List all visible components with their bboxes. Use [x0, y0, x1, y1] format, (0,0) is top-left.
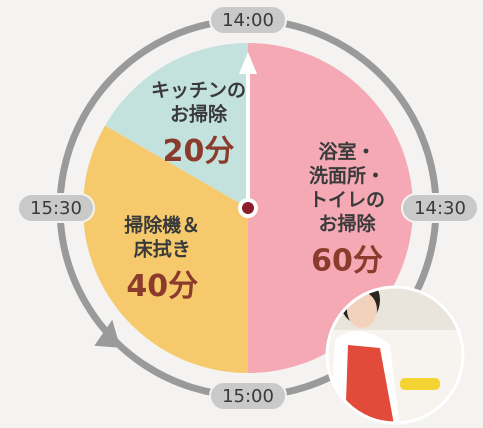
value-label: 20分	[163, 134, 235, 169]
clock-label: 14:30	[414, 198, 466, 219]
hub-dot	[242, 202, 254, 214]
clock-label: 15:30	[30, 198, 82, 219]
value-label: 60分	[311, 244, 383, 279]
value-label: 40分	[126, 269, 198, 304]
clock-label: 15:00	[222, 386, 274, 407]
clock-label: 14:00	[222, 10, 274, 31]
chart: 浴室・洗面所・トイレのお掃除60分掃除機＆床拭き40分キッチンのお掃除20分14…	[0, 0, 483, 428]
